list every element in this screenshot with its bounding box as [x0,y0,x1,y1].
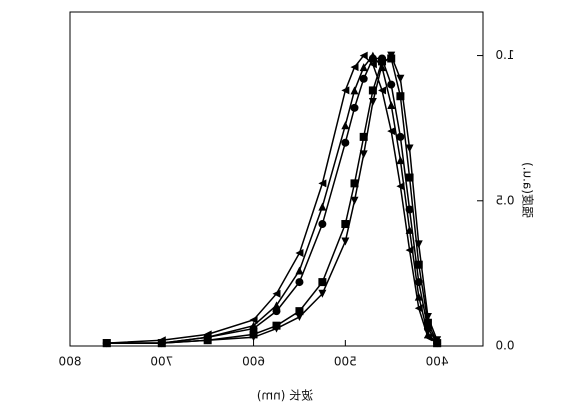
x-tick-label: 700 [150,355,173,369]
point-marker [368,60,377,69]
point-marker [341,220,350,229]
point-marker [368,54,377,63]
x-tick-label: 800 [59,355,82,369]
series-line [106,54,438,344]
point-marker [350,63,359,72]
point-marker [387,127,396,136]
point-marker [359,63,368,72]
point-marker [318,202,327,211]
y-tick-label: 0.0 [495,339,514,353]
series-line [106,57,438,344]
point-marker [341,121,350,130]
point-marker [350,86,359,95]
x-tick-label: 500 [334,355,357,369]
point-marker [102,339,111,348]
point-marker [414,240,423,249]
point-marker [359,74,368,83]
point-marker [350,196,359,205]
point-marker [396,182,405,191]
point-marker [272,289,281,298]
point-marker [396,74,405,83]
x-tick-label: 400 [426,355,449,369]
point-marker [387,51,396,60]
plot-frame [69,11,484,347]
series-line [106,54,438,344]
point-marker [249,333,258,342]
point-marker [414,292,423,301]
point-marker [318,179,327,188]
point-marker [295,266,304,275]
point-marker [359,150,368,159]
series-line [106,57,438,344]
x-tick-label: 600 [242,355,265,369]
point-marker [405,225,414,234]
point-marker [341,86,350,95]
point-marker [341,237,350,246]
point-marker [272,307,281,316]
point-marker [318,220,327,229]
point-marker [405,205,414,214]
point-marker [378,86,387,95]
point-marker [249,315,258,324]
point-marker [341,138,350,147]
point-marker [295,249,304,258]
point-marker [318,278,327,287]
point-marker [378,60,387,69]
point-marker [368,98,377,107]
point-marker [272,301,281,310]
point-marker [157,339,166,348]
point-marker [350,103,359,112]
point-marker [295,278,304,287]
point-marker [318,289,327,298]
point-marker [387,80,396,89]
point-marker [359,51,368,60]
y-axis-title: 强度(a.u.) [521,162,536,218]
point-marker [203,336,212,345]
y-tick-label: 0.5 [495,193,514,207]
point-marker [405,144,414,153]
point-marker [423,312,432,321]
x-axis-title: 波长 (nm) [257,389,313,403]
point-marker [387,100,396,109]
point-marker [423,330,432,339]
point-marker [433,336,442,345]
point-marker [396,132,405,141]
point-marker [396,156,405,165]
point-marker [350,179,359,188]
series-line [106,54,438,344]
point-marker [295,312,304,321]
y-tick-label: 1.0 [495,48,514,62]
point-marker [272,324,281,333]
